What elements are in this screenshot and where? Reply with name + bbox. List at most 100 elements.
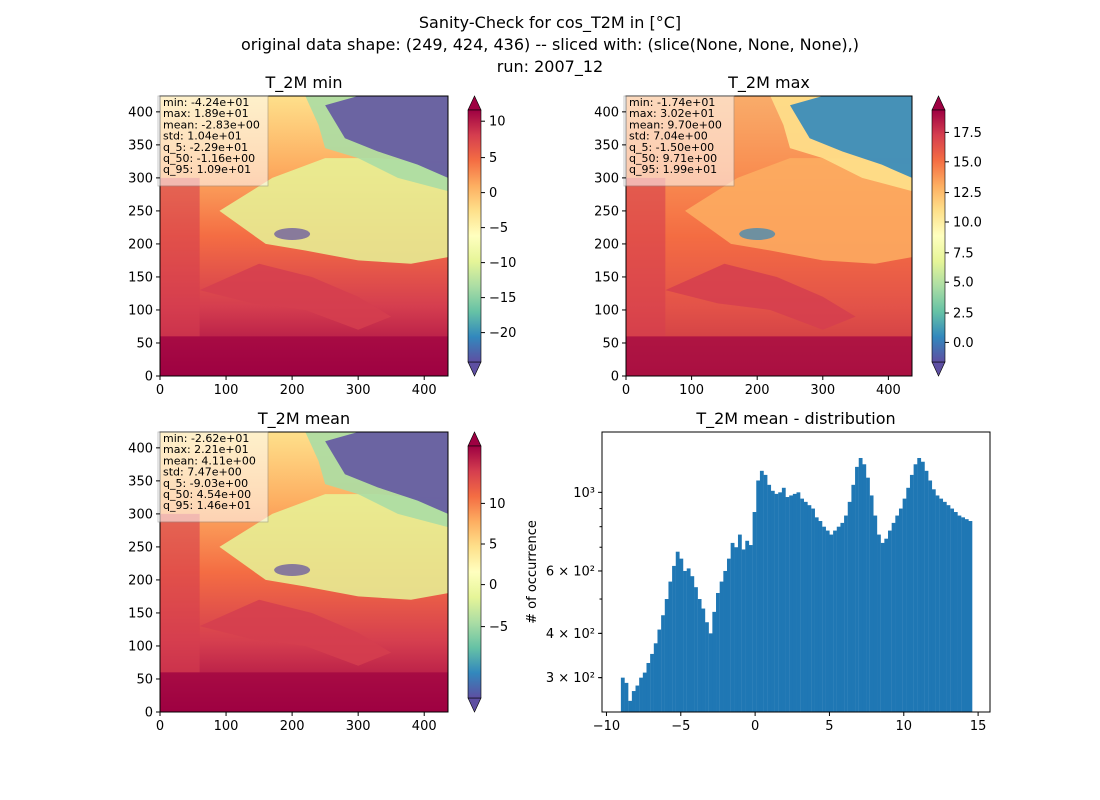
- histogram-bar: [756, 480, 761, 712]
- histogram-bar: [642, 672, 647, 712]
- y-tick-label: 250: [594, 204, 619, 219]
- colorbar-tick-label: 0: [489, 578, 497, 593]
- histogram-bar: [668, 581, 673, 712]
- stats-line: q_5: -2.29e+01: [163, 141, 248, 154]
- histogram-bar: [737, 534, 742, 712]
- x-tick-label: 0: [751, 719, 759, 734]
- histogram-bar: [931, 489, 936, 712]
- y-tick-label: 300: [128, 507, 153, 522]
- y-tick-label: 0: [611, 370, 619, 385]
- map-atlantic: [160, 513, 200, 673]
- histogram-bar: [694, 587, 698, 712]
- figure-title-line-2: original data shape: (249, 424, 436) -- …: [241, 35, 859, 54]
- x-tick-label: 100: [214, 383, 239, 398]
- histogram-bar: [646, 662, 651, 712]
- x-tick-label: 400: [412, 719, 437, 734]
- histogram-bar: [818, 521, 823, 712]
- histogram-bar: [792, 493, 797, 712]
- x-tick-label: 400: [876, 383, 901, 398]
- histogram-bar: [624, 682, 629, 712]
- colorbar-tick-label: 17.5: [953, 126, 982, 141]
- histogram-bar: [851, 484, 856, 712]
- stats-line: std: 7.04e+00: [629, 130, 708, 143]
- stats-line: std: 7.47e+00: [163, 466, 242, 479]
- histogram-bar: [661, 615, 665, 712]
- histogram-bar: [635, 685, 640, 712]
- stats-line: q_95: 1.46e+01: [163, 499, 251, 512]
- colorbar-tick-label: 10: [489, 497, 506, 512]
- stats-box-bg: [157, 431, 269, 523]
- stats-line: min: -1.74e+01: [629, 96, 715, 109]
- x-tick-label: 200: [280, 719, 305, 734]
- colorbar-extend-bottom: [467, 697, 482, 713]
- colorbar-tick-label: 0.0: [953, 336, 974, 351]
- colorbar: 10 5 0 −5: [467, 431, 508, 713]
- histogram-bar: [898, 508, 903, 712]
- y-tick-label: 400: [128, 105, 153, 120]
- histogram-bar: [683, 570, 687, 712]
- stats-line: q_95: 1.09e+01: [163, 163, 251, 176]
- y-tick-label: 100: [594, 303, 619, 318]
- colorbar-tick-label: −15: [489, 291, 516, 306]
- histogram-bar: [939, 498, 944, 712]
- map-mediterranean: [199, 599, 392, 666]
- y-tick-label: 0: [145, 370, 153, 385]
- stats-line: min: -4.24e+01: [163, 96, 249, 109]
- histogram-panel: T_2M mean - distribution −10 −5 0 5 10 15 3 × 1…: [525, 409, 991, 734]
- histogram-bar: [752, 512, 757, 712]
- histogram-bar: [822, 526, 826, 712]
- histogram-bar: [942, 501, 947, 712]
- x-tick-label: 0: [156, 719, 164, 734]
- figure-title-line-1: Sanity-Check for cos_T2M in [°C]: [418, 13, 682, 32]
- axes-frame: [159, 95, 449, 377]
- histogram-bar: [961, 517, 965, 712]
- x-tick-label: 100: [214, 719, 239, 734]
- colorbar-tick-label: 2.5: [953, 307, 974, 322]
- histogram-bar: [628, 700, 633, 712]
- histogram-bar: [836, 526, 841, 712]
- histogram-title: T_2M mean - distribution: [695, 409, 895, 429]
- histogram-bar: [946, 505, 951, 712]
- histogram-bar: [664, 599, 669, 712]
- y-tick-label: 200: [128, 237, 153, 252]
- y-tick-label: 400: [128, 441, 153, 456]
- histogram-bar: [964, 519, 969, 712]
- colorbar-tick-label: 0: [489, 186, 497, 201]
- y-tick-label: 3 × 10²: [546, 671, 595, 686]
- colorbar: 10 5 0 −5 −10 −15 −20: [467, 95, 516, 377]
- histogram-bar: [705, 622, 709, 712]
- stats-line: mean: -2.83e+00: [163, 118, 260, 131]
- x-tick-label: −10: [593, 719, 620, 734]
- histogram-bar: [734, 547, 739, 712]
- stats-line: q_50: 4.54e+00: [163, 488, 251, 501]
- x-tick-label: 400: [412, 383, 437, 398]
- histogram-bar: [877, 534, 881, 712]
- stats-line: q_95: 1.99e+01: [629, 163, 717, 176]
- map-image: [160, 432, 448, 712]
- stats-line: q_50: -1.16e+00: [163, 152, 255, 165]
- histogram-bar: [957, 515, 962, 712]
- colorbar-tick-label: −20: [489, 326, 516, 341]
- histogram-bar: [730, 542, 735, 712]
- x-tick-label: 200: [280, 383, 305, 398]
- colorbar-tick-label: −5: [489, 620, 508, 635]
- colorbar-tick-label: 15.0: [953, 155, 982, 170]
- histogram-bar: [785, 497, 790, 712]
- histogram-bar: [855, 466, 859, 712]
- colorbar-tick-label: 5: [489, 151, 497, 166]
- colorbar-tick-label: 10: [489, 115, 506, 130]
- y-tick-label: 150: [128, 270, 153, 285]
- histogram-bar: [833, 530, 837, 712]
- histogram-bar: [840, 522, 845, 712]
- histogram-bar: [814, 517, 819, 712]
- histogram-bar: [913, 464, 918, 712]
- histogram-bar: [928, 480, 933, 712]
- histogram-bar: [763, 474, 768, 712]
- y-tick-label: 6 × 10²: [546, 564, 595, 579]
- map-cold-region: [325, 432, 448, 514]
- colorbar-tick-label: 7.5: [953, 246, 974, 261]
- x-tick-label: 0: [622, 383, 630, 398]
